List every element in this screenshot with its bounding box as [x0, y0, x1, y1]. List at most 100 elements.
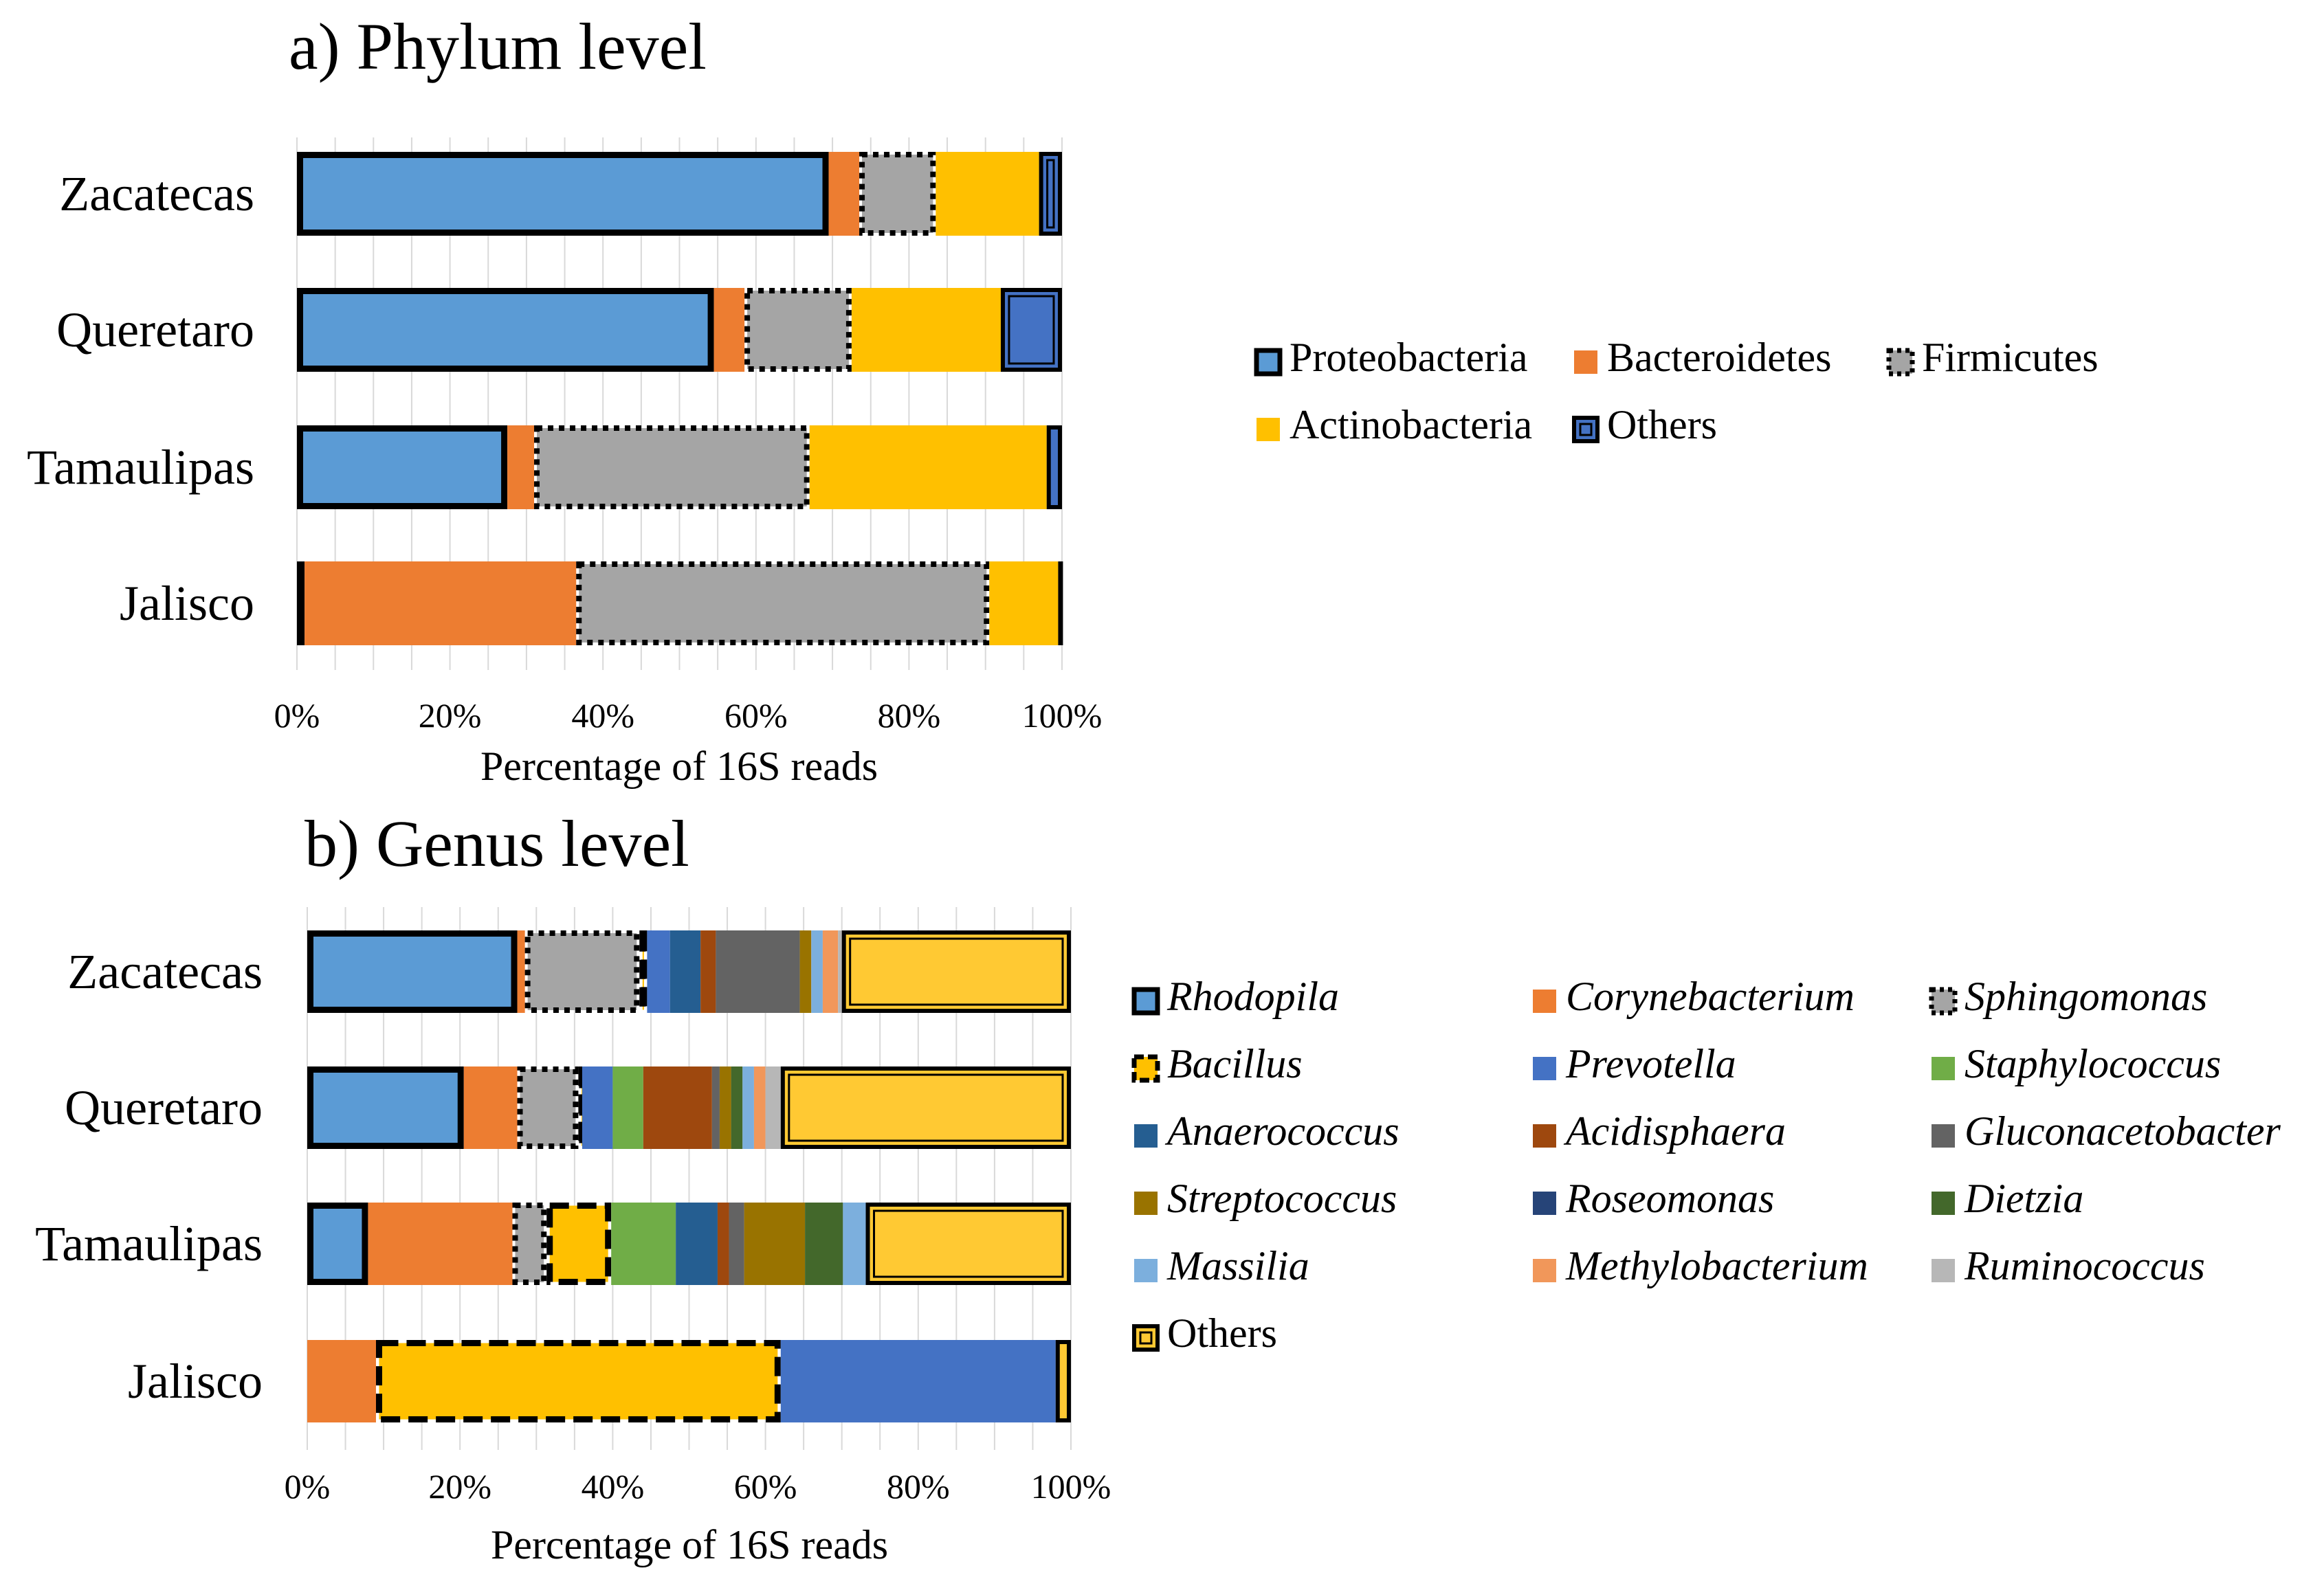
phylum-panel: a) Phylum level Zacatecas Queretaro Tamaul…: [27, 10, 2099, 789]
genus-bar-zacatecas-methylobacterium: [822, 930, 839, 1013]
genus-bar-tamaulipas-streptococcus: [744, 1203, 806, 1285]
phylum-x-tick-label: 40%: [571, 696, 634, 735]
genus-legend-swatch-roseomonas: [1533, 1192, 1556, 1215]
phylum-legend-swatch-proteobacteria: [1254, 348, 1283, 377]
genus-legend-swatch-acidisphaera: [1533, 1124, 1556, 1148]
genus-bar-zacatecas-ruminococcus: [838, 930, 842, 1013]
phylum-bar-queretaro-proteobacteria: [297, 288, 714, 372]
genus-bar-zacatecas-massilia: [811, 930, 823, 1013]
genus-bar-queretaro-streptococcus: [719, 1066, 731, 1149]
genus-bar-inner-border: [849, 937, 1064, 1006]
genus-legend-swatch-streptococcus: [1134, 1192, 1158, 1215]
genus-legend-label-ruminococcus: Ruminococcus: [1964, 1243, 2205, 1288]
genus-legend-label-gluconacetobacter: Gluconacetobacter: [1965, 1108, 2281, 1154]
genus-legend-label-staphylococcus: Staphylococcus: [1965, 1041, 2221, 1086]
genus-bar-tamaulipas-sphingomonas: [512, 1203, 547, 1285]
phylum-bar-jalisco-bacteroidetes: [305, 561, 577, 645]
genus-category-label: Zacatecas: [67, 944, 263, 999]
phylum-legend-label-others: Others: [1607, 402, 1717, 447]
genus-bar-jalisco-bacillus: [375, 1340, 781, 1422]
genus-bar-queretaro-corynebacterium: [463, 1066, 518, 1149]
phylum-category-label: Queretaro: [56, 302, 254, 357]
phylum-bar-jalisco-others: [1058, 561, 1063, 645]
phylum-bar-jalisco-firmicutes: [576, 561, 990, 645]
phylum-bar-queretaro-bacteroidetes: [713, 288, 745, 372]
genus-category-label: Jalisco: [128, 1354, 263, 1409]
genus-bar-tamaulipas-others: [865, 1203, 1071, 1285]
genus-legend-label-rhodopila: Rhodopila: [1166, 974, 1339, 1019]
genus-x-tick-label: 0%: [285, 1467, 331, 1506]
phylum-bar-zacatecas-bacteroidetes: [828, 152, 860, 236]
phylum-bars: [297, 152, 1063, 645]
genus-category-label: Tamaulipas: [35, 1216, 263, 1271]
phylum-bar-inner-border: [1046, 159, 1055, 229]
genus-legend-swatch-corynebacterium: [1533, 990, 1556, 1013]
genus-x-tick-label: 60%: [734, 1467, 797, 1506]
genus-bar-tamaulipas-gluconacetobacter: [729, 1203, 744, 1285]
genus-bar-jalisco-corynebacterium: [307, 1340, 376, 1422]
genus-legend-label-massilia: Massilia: [1166, 1243, 1309, 1288]
genus-bar-zacatecas-sphingomonas: [524, 930, 640, 1013]
genus-bar-jalisco-prevotella: [780, 1340, 1056, 1422]
genus-bar-zacatecas-corynebacterium: [517, 930, 525, 1013]
phylum-legend-label-bacteroidetes: Bacteroidetes: [1607, 335, 1832, 380]
genus-category-label: Queretaro: [65, 1080, 263, 1135]
genus-x-ticks: 0% 20% 40% 60% 80% 100%: [285, 1467, 1111, 1506]
genus-bar-tamaulipas-massilia: [843, 1203, 866, 1285]
genus-legend-label-others: Others: [1167, 1310, 1277, 1356]
genus-panel: b) Genus level Zacatecas Queretaro Tamauli…: [35, 807, 2281, 1567]
genus-legend-swatch-gluconacetobacter: [1932, 1124, 1955, 1148]
phylum-bar-zacatecas-firmicutes: [859, 152, 936, 236]
genus-bar-tamaulipas-staphylococcus: [611, 1203, 676, 1285]
phylum-legend-swatch-others: [1572, 416, 1600, 443]
genus-legend-swatch-dietzia: [1932, 1192, 1955, 1215]
phylum-bar-jalisco-actinobacteria: [989, 561, 1059, 645]
phylum-legend: Proteobacteria Bacteroidetes Firmicutes Act…: [1254, 335, 2099, 447]
phylum-category-label: Zacatecas: [59, 166, 254, 221]
genus-x-axis-label: Percentage of 16S reads: [491, 1522, 888, 1567]
phylum-x-ticks: 0% 20% 40% 60% 80% 100%: [274, 696, 1103, 735]
phylum-bar-tamaulipas-actinobacteria: [809, 425, 1047, 509]
genus-legend-label-streptococcus: Streptococcus: [1167, 1176, 1397, 1221]
phylum-category-label: Tamaulipas: [27, 440, 254, 495]
phylum-bar-queretaro-actinobacteria: [851, 288, 1001, 372]
phylum-bar-tamaulipas-others: [1046, 425, 1062, 509]
genus-x-tick-label: 100%: [1031, 1467, 1111, 1506]
phylum-category-label: Jalisco: [120, 576, 254, 631]
phylum-legend-swatch-inner: [1579, 423, 1593, 436]
phylum-bar-tamaulipas-firmicutes: [534, 425, 810, 509]
genus-legend-swatch-methylobacterium: [1533, 1259, 1556, 1282]
genus-legend-swatch-rhodopila: [1131, 987, 1160, 1016]
phylum-bar-tamaulipas-proteobacteria: [297, 425, 508, 509]
genus-legend-label-bacillus: Bacillus: [1167, 1041, 1303, 1086]
phylum-legend-label-firmicutes: Firmicutes: [1922, 335, 2099, 380]
genus-bar-queretaro-prevotella: [582, 1066, 613, 1149]
genus-legend: Rhodopila Corynebacterium Sphingomonas Baci…: [1131, 974, 2281, 1356]
phylum-category-labels: Zacatecas Queretaro Tamaulipas Jalisco: [27, 166, 254, 631]
genus-bar-tamaulipas-rhodopila: [307, 1203, 368, 1285]
genus-bar-jalisco-others: [1055, 1340, 1072, 1422]
genus-bar-queretaro-rhodopila: [307, 1066, 464, 1149]
genus-bar-tamaulipas-dietzia: [805, 1203, 843, 1285]
genus-legend-label-sphingomonas: Sphingomonas: [1965, 974, 2207, 1019]
phylum-bar-inner-border: [1008, 295, 1055, 365]
phylum-bar-tamaulipas-bacteroidetes: [507, 425, 535, 509]
genus-x-tick-label: 20%: [428, 1467, 491, 1506]
phylum-legend-swatch-actinobacteria: [1257, 418, 1280, 441]
phylum-legend-swatch-firmicutes: [1886, 348, 1915, 377]
genus-legend-label-roseomonas: Roseomonas: [1565, 1176, 1774, 1221]
genus-x-tick-label: 40%: [582, 1467, 645, 1506]
phylum-bar-zacatecas-others: [1039, 152, 1062, 236]
genus-bar-zacatecas-gluconacetobacter: [716, 930, 800, 1013]
genus-bar-queretaro-staphylococcus: [612, 1066, 643, 1149]
genus-bar-inner-border: [873, 1209, 1064, 1278]
phylum-bar-zacatecas-actinobacteria: [936, 152, 1039, 236]
genus-legend-label-prevotella: Prevotella: [1565, 1041, 1736, 1086]
phylum-x-tick-label: 0%: [274, 696, 320, 735]
genus-bar-queretaro-massilia: [742, 1066, 754, 1149]
genus-legend-swatch-staphylococcus: [1932, 1057, 1955, 1080]
phylum-x-tick-label: 20%: [419, 696, 482, 735]
genus-bar-inner-border: [788, 1073, 1064, 1142]
phylum-bar-jalisco-proteobacteria: [297, 561, 305, 645]
genus-bar-zacatecas-rhodopila: [307, 930, 518, 1013]
